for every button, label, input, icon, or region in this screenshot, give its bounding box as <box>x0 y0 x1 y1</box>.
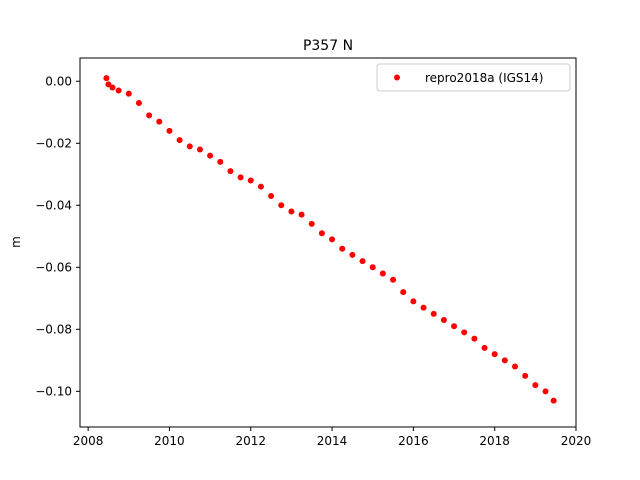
data-point <box>105 81 112 88</box>
legend-box <box>376 63 571 92</box>
data-point <box>156 118 163 125</box>
data-point <box>451 323 458 330</box>
data-point <box>390 276 397 283</box>
data-point <box>196 146 203 153</box>
x-tick-label: 2014 <box>317 434 348 448</box>
data-point <box>146 112 153 119</box>
y-tick-label: −0.10 <box>35 384 72 398</box>
data-point <box>109 84 116 91</box>
data-point <box>166 127 173 134</box>
x-tick-label: 2008 <box>73 434 104 448</box>
y-axis-label: m <box>9 236 23 248</box>
data-point <box>481 344 488 351</box>
data-point <box>410 298 417 305</box>
data-point <box>339 245 346 252</box>
data-point <box>135 99 142 106</box>
legend-label: repro2018a (IGS14) <box>425 71 543 85</box>
x-tick-label: 2010 <box>154 434 185 448</box>
data-point <box>125 90 132 97</box>
data-point <box>103 75 110 82</box>
legend: repro2018a (IGS14) <box>376 63 571 92</box>
data-point <box>288 208 295 215</box>
chart-title: P357 N <box>303 38 353 54</box>
x-tick-label: 2012 <box>235 434 266 448</box>
data-point <box>318 230 325 237</box>
data-point <box>512 363 519 370</box>
data-point <box>359 258 366 265</box>
y-tick-label: −0.08 <box>35 322 72 336</box>
data-point <box>522 372 529 379</box>
y-axis-ticks: 0.00 −0.02 −0.04 −0.06 −0.08 −0.10 <box>35 74 80 398</box>
x-tick-label: 2018 <box>479 434 510 448</box>
data-point <box>207 152 214 159</box>
x-tick-label: 2020 <box>561 434 592 448</box>
data-point <box>542 388 549 395</box>
data-point <box>237 174 244 181</box>
data-point <box>491 351 498 358</box>
plot-frame <box>79 57 577 428</box>
data-point <box>430 310 437 317</box>
data-point <box>379 270 386 277</box>
data-point <box>308 220 315 227</box>
y-tick-label: −0.06 <box>35 260 72 274</box>
data-point <box>369 264 376 271</box>
data-point <box>400 289 407 296</box>
data-point <box>227 168 234 175</box>
data-point <box>298 211 305 218</box>
data-point <box>471 335 478 342</box>
data-point <box>217 158 224 165</box>
y-tick-label: −0.02 <box>35 136 72 150</box>
data-point <box>461 329 468 336</box>
data-point <box>186 143 193 150</box>
data-point <box>176 137 183 144</box>
x-axis-ticks: 2008 2010 2012 2014 2016 2018 2020 <box>73 427 591 448</box>
x-tick-label: 2016 <box>398 434 429 448</box>
legend-marker <box>394 74 400 81</box>
data-point <box>532 382 539 389</box>
data-point <box>501 357 508 364</box>
data-point <box>115 87 122 94</box>
data-point <box>550 397 557 404</box>
y-tick-label: −0.04 <box>35 198 72 212</box>
data-point <box>268 192 275 199</box>
data-point <box>278 202 285 209</box>
data-points <box>103 75 557 404</box>
data-point <box>349 251 356 258</box>
y-tick-label: 0.00 <box>45 74 72 88</box>
data-point <box>257 183 264 190</box>
data-point <box>329 236 336 243</box>
data-point <box>247 177 254 184</box>
data-point <box>420 304 427 311</box>
data-point <box>440 317 447 324</box>
